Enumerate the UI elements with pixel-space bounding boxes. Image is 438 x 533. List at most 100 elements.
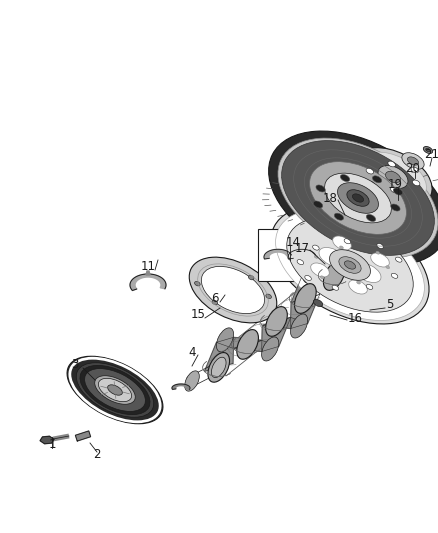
Polygon shape — [291, 269, 320, 303]
Ellipse shape — [212, 357, 226, 377]
Ellipse shape — [347, 190, 369, 206]
Polygon shape — [146, 271, 150, 275]
Ellipse shape — [354, 148, 432, 206]
Ellipse shape — [268, 131, 438, 265]
Ellipse shape — [355, 263, 381, 282]
Ellipse shape — [386, 266, 389, 269]
Ellipse shape — [294, 284, 316, 313]
Ellipse shape — [372, 176, 382, 183]
Ellipse shape — [367, 181, 375, 187]
Ellipse shape — [329, 249, 371, 280]
Text: 15: 15 — [191, 308, 205, 320]
Polygon shape — [75, 431, 91, 441]
Ellipse shape — [353, 194, 364, 202]
Ellipse shape — [340, 174, 350, 182]
Ellipse shape — [278, 138, 438, 258]
Ellipse shape — [248, 276, 254, 280]
Bar — [258, 229, 322, 281]
Ellipse shape — [305, 276, 311, 280]
Text: 5: 5 — [386, 298, 394, 311]
Ellipse shape — [424, 147, 433, 154]
Ellipse shape — [99, 378, 131, 402]
Ellipse shape — [339, 246, 343, 249]
Ellipse shape — [261, 337, 279, 361]
Ellipse shape — [237, 329, 258, 359]
Ellipse shape — [349, 280, 367, 294]
Text: 16: 16 — [347, 311, 363, 325]
Ellipse shape — [85, 369, 145, 411]
Ellipse shape — [396, 257, 402, 262]
Polygon shape — [205, 337, 233, 372]
Ellipse shape — [338, 183, 378, 213]
Polygon shape — [172, 384, 190, 390]
Ellipse shape — [310, 161, 406, 235]
Ellipse shape — [391, 204, 400, 211]
Text: 17: 17 — [294, 241, 310, 254]
Ellipse shape — [411, 167, 419, 173]
Ellipse shape — [216, 328, 233, 352]
Ellipse shape — [334, 213, 343, 220]
Text: 6: 6 — [211, 292, 219, 304]
Ellipse shape — [95, 376, 135, 404]
Ellipse shape — [208, 352, 230, 382]
Ellipse shape — [371, 253, 389, 267]
Ellipse shape — [393, 188, 403, 195]
Text: 1: 1 — [48, 439, 56, 451]
Ellipse shape — [344, 239, 351, 244]
Ellipse shape — [67, 356, 163, 424]
Text: 11: 11 — [141, 261, 155, 273]
Text: 2: 2 — [93, 448, 101, 462]
Ellipse shape — [339, 257, 361, 273]
Ellipse shape — [201, 266, 265, 313]
Ellipse shape — [313, 245, 319, 250]
Polygon shape — [288, 249, 315, 259]
Ellipse shape — [332, 285, 339, 290]
Ellipse shape — [360, 152, 427, 202]
Ellipse shape — [108, 385, 122, 395]
Polygon shape — [262, 318, 307, 328]
Polygon shape — [261, 318, 291, 352]
Ellipse shape — [290, 314, 307, 338]
Ellipse shape — [377, 244, 383, 248]
Ellipse shape — [376, 251, 380, 254]
Polygon shape — [264, 249, 292, 259]
Text: 14: 14 — [286, 236, 300, 248]
Text: 4: 4 — [188, 345, 196, 359]
Ellipse shape — [378, 166, 408, 189]
Ellipse shape — [189, 257, 277, 323]
Ellipse shape — [366, 285, 373, 289]
Ellipse shape — [320, 276, 324, 279]
Ellipse shape — [402, 153, 424, 169]
Ellipse shape — [366, 168, 374, 174]
Polygon shape — [40, 436, 54, 444]
Ellipse shape — [366, 214, 376, 222]
Ellipse shape — [194, 281, 200, 286]
Ellipse shape — [282, 141, 434, 255]
Polygon shape — [216, 337, 262, 349]
Ellipse shape — [391, 273, 398, 278]
Ellipse shape — [316, 185, 325, 192]
Ellipse shape — [212, 300, 218, 305]
Ellipse shape — [313, 300, 323, 306]
Polygon shape — [303, 269, 349, 279]
Polygon shape — [233, 341, 279, 352]
Ellipse shape — [413, 180, 420, 186]
Ellipse shape — [76, 363, 154, 417]
Text: 3: 3 — [71, 359, 79, 372]
Polygon shape — [290, 295, 320, 328]
Ellipse shape — [185, 371, 199, 391]
Ellipse shape — [325, 173, 392, 223]
Ellipse shape — [391, 187, 398, 193]
Text: 18: 18 — [322, 191, 337, 205]
Ellipse shape — [314, 255, 318, 259]
Ellipse shape — [407, 157, 419, 165]
Ellipse shape — [323, 261, 345, 290]
Ellipse shape — [266, 306, 287, 336]
Ellipse shape — [266, 294, 272, 298]
Ellipse shape — [303, 259, 320, 283]
Ellipse shape — [426, 148, 430, 152]
Ellipse shape — [333, 236, 351, 250]
Ellipse shape — [287, 218, 413, 312]
Ellipse shape — [80, 365, 150, 415]
Ellipse shape — [385, 171, 400, 183]
